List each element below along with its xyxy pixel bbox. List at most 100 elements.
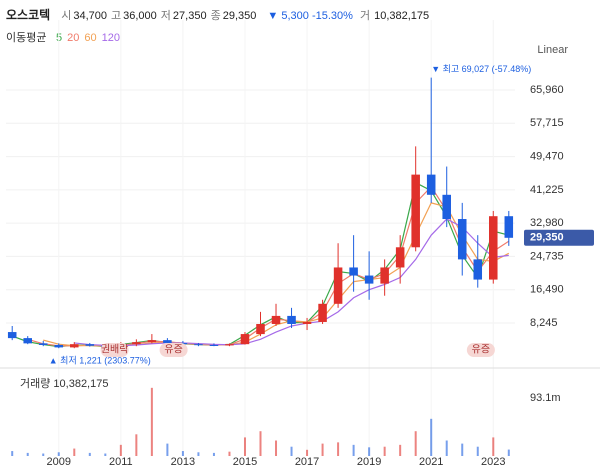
x-tick-label: 2015: [233, 456, 257, 468]
volume-bar: [197, 452, 200, 456]
high-note: ▼ 최고 69,027 (-57.48%): [431, 64, 531, 74]
volume-bar: [73, 448, 76, 456]
y-tick-label: 8,245: [530, 317, 558, 329]
volume-bar: [150, 387, 153, 456]
candle-body: [349, 267, 358, 276]
volume: 10,382,175: [374, 10, 430, 22]
event-badge: [159, 343, 188, 357]
y-tick-label: 49,470: [530, 150, 564, 162]
candle-body: [70, 344, 79, 348]
volume-bar: [26, 452, 29, 456]
candle-body: [54, 344, 64, 348]
volume-bar: [119, 444, 122, 456]
x-tick-label: 2021: [419, 456, 443, 468]
volume-bar: [42, 453, 45, 456]
volume-bar: [290, 446, 293, 456]
price-tag: [524, 229, 594, 246]
candle-body: [163, 340, 172, 343]
price-tag-label: 29,350: [530, 232, 564, 244]
candle-body: [395, 247, 405, 268]
candle-body: [380, 267, 389, 284]
volume-bar: [352, 444, 355, 456]
x-tick-label: 2017: [295, 456, 319, 468]
candle-body: [504, 216, 514, 238]
volume-bar: [445, 440, 448, 456]
event-label: 유증: [164, 344, 182, 356]
volume-bar: [461, 443, 464, 456]
field-label: 저: [160, 10, 171, 22]
candle-body: [132, 342, 141, 345]
x-tick-label: 2023: [481, 456, 505, 468]
candle-body: [23, 338, 32, 344]
fields: 시 34,700 고 36,000 저 27,350 종 29,350: [61, 10, 260, 22]
volume-bar: [399, 444, 402, 456]
volume-bar: [414, 431, 417, 456]
x-tick-label: 2009: [47, 456, 71, 468]
volume-bar: [321, 443, 324, 456]
volume-bar: [492, 437, 495, 456]
candle-body: [489, 216, 498, 280]
field-value: 27,350: [172, 10, 207, 22]
volume-bar: [275, 440, 278, 456]
volume-bar: [135, 434, 138, 456]
x-tick-label: 2011: [109, 456, 133, 468]
volume-bar: [212, 452, 215, 456]
field-value: 36,000: [123, 10, 157, 22]
field-label: 종: [210, 10, 221, 22]
volume-bar: [337, 442, 340, 456]
volume-bar: [243, 437, 246, 456]
candle-body: [287, 315, 296, 324]
x-tick-label: 2019: [357, 456, 381, 468]
y-tick-label: 16,490: [530, 284, 564, 296]
y-tick-label: 41,225: [530, 184, 564, 196]
candle-body: [426, 174, 436, 195]
field-label: 시: [61, 10, 72, 22]
volume-bar: [368, 447, 371, 456]
candle-body: [473, 259, 483, 280]
volume-title: 거래량 10,382,175: [20, 377, 108, 390]
y-tick-label: 32,980: [530, 217, 564, 229]
candle-body: [85, 344, 95, 346]
candle-body: [240, 334, 250, 345]
candle-body: [209, 344, 219, 346]
volume-bar: [57, 452, 60, 456]
stock-name: 오스코텍: [6, 8, 51, 22]
candle-body: [333, 267, 343, 304]
x-tick-label: 2013: [171, 456, 195, 468]
field-value: 29,350: [222, 10, 257, 22]
change: ▼ 5,300 -15.30%: [267, 10, 353, 22]
candle-body: [147, 340, 157, 343]
y-tick-label: 65,960: [530, 84, 564, 96]
event-label: 권배락: [101, 344, 129, 356]
volume-bar: [383, 446, 386, 456]
candle-body: [225, 344, 234, 346]
volume-bar: [166, 443, 169, 456]
volume-bar: [104, 453, 107, 456]
candle-body: [411, 174, 420, 248]
y-tick-label: 57,715: [530, 117, 564, 129]
volume-bar: [507, 449, 510, 456]
legend-item: 60: [84, 32, 96, 44]
event-label: 유증: [472, 344, 490, 356]
header: 오스코텍 시 34,700 고 36,000 저 27,350 종 29,350 ▼ 5,30…: [6, 6, 433, 23]
y-tick-label: 24,735: [530, 250, 564, 262]
volume-bar: [430, 418, 433, 456]
volume-bar: [88, 452, 91, 456]
candle-body: [271, 315, 281, 324]
candle-body: [364, 275, 374, 284]
event-badge: [100, 343, 129, 357]
y-tick-label: 93.1m: [530, 392, 561, 404]
candle-body: [457, 219, 467, 260]
candle-body: [256, 323, 265, 335]
legend-item: 120: [102, 32, 120, 44]
volume-bar: [181, 451, 184, 456]
candle-body: [38, 343, 48, 345]
volume-label: 거: [359, 10, 371, 22]
field-value: 34,700: [73, 10, 108, 22]
candle-body: [318, 303, 327, 322]
volume-bar: [259, 431, 262, 456]
volume-bar: [228, 451, 231, 456]
field-label: 고: [111, 10, 122, 22]
volume-bar: [306, 449, 309, 456]
